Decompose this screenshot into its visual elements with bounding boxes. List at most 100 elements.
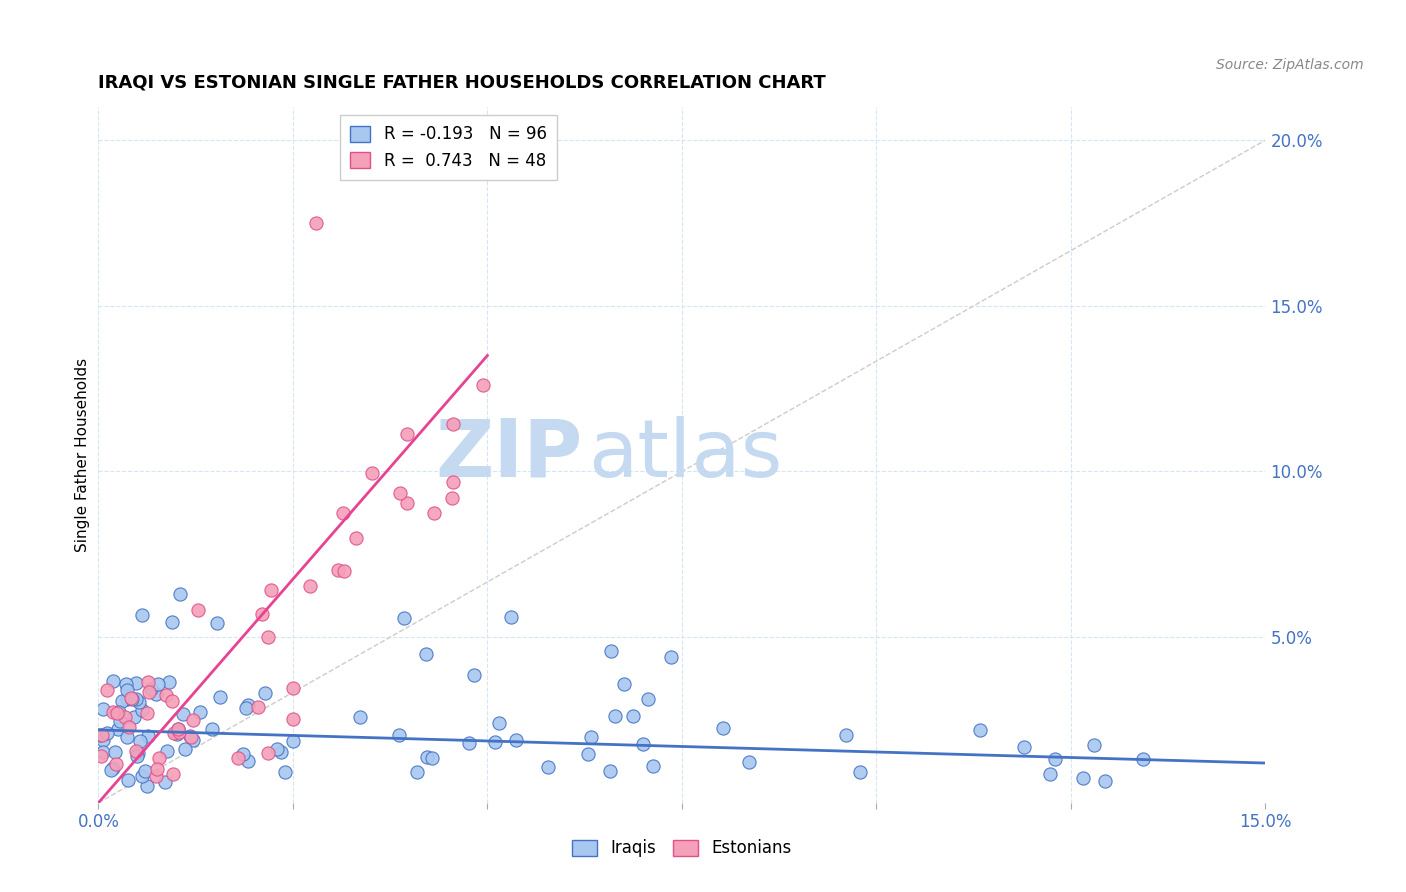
Point — [125, 749, 148, 764]
Point — [125, 676, 148, 690]
Point — [166, 722, 188, 736]
Point — [236, 754, 259, 768]
Point — [422, 506, 444, 520]
Point — [441, 475, 464, 489]
Y-axis label: Single Father Households: Single Father Households — [75, 358, 90, 552]
Point — [1071, 771, 1094, 785]
Point — [389, 486, 412, 500]
Point — [121, 692, 143, 706]
Point — [737, 755, 759, 769]
Point — [115, 692, 138, 706]
Point — [641, 759, 664, 773]
Point — [127, 747, 149, 761]
Point — [114, 676, 136, 690]
Point — [536, 760, 558, 774]
Point — [91, 746, 114, 760]
Point — [129, 734, 152, 748]
Point — [599, 764, 621, 778]
Point — [145, 687, 167, 701]
Point — [128, 694, 150, 708]
Point — [179, 729, 201, 743]
Point — [125, 691, 148, 706]
Point — [603, 709, 626, 723]
Point — [392, 611, 415, 625]
Point — [90, 728, 112, 742]
Point — [621, 709, 644, 723]
Point — [835, 728, 858, 742]
Point — [187, 603, 209, 617]
Point — [125, 743, 148, 757]
Point — [103, 673, 125, 688]
Point — [579, 730, 602, 744]
Point — [1132, 752, 1154, 766]
Point — [114, 710, 136, 724]
Point — [281, 734, 304, 748]
Text: ZIP: ZIP — [436, 416, 582, 494]
Point — [173, 741, 195, 756]
Point — [155, 688, 177, 702]
Point — [1039, 767, 1062, 781]
Point — [396, 426, 419, 441]
Point — [100, 763, 122, 777]
Point — [631, 737, 654, 751]
Point — [969, 723, 991, 737]
Point — [148, 677, 170, 691]
Point — [299, 579, 322, 593]
Point — [167, 722, 190, 736]
Point — [96, 726, 118, 740]
Point — [332, 506, 354, 520]
Point — [281, 681, 304, 695]
Point — [101, 761, 124, 775]
Point — [205, 616, 228, 631]
Point — [181, 732, 204, 747]
Point — [326, 563, 349, 577]
Legend: Iraqis, Estonians: Iraqis, Estonians — [565, 833, 799, 864]
Point — [246, 699, 269, 714]
Point — [208, 690, 231, 705]
Point — [360, 466, 382, 480]
Point — [93, 733, 115, 747]
Point — [169, 725, 191, 739]
Point — [576, 747, 599, 762]
Point — [270, 745, 292, 759]
Point — [236, 698, 259, 712]
Point — [441, 491, 464, 505]
Point — [420, 751, 443, 765]
Point — [256, 631, 278, 645]
Point — [163, 725, 186, 739]
Point — [201, 722, 224, 736]
Point — [471, 378, 494, 392]
Point — [415, 647, 437, 661]
Point — [169, 587, 191, 601]
Point — [344, 531, 367, 545]
Point — [148, 751, 170, 765]
Point — [96, 683, 118, 698]
Point — [226, 750, 249, 764]
Point — [131, 607, 153, 622]
Point — [107, 706, 129, 720]
Point — [111, 694, 134, 708]
Point — [138, 684, 160, 698]
Point — [157, 674, 180, 689]
Point — [162, 767, 184, 781]
Point — [89, 728, 111, 742]
Point — [260, 582, 283, 597]
Text: IRAQI VS ESTONIAN SINGLE FATHER HOUSEHOLDS CORRELATION CHART: IRAQI VS ESTONIAN SINGLE FATHER HOUSEHOL… — [98, 74, 827, 92]
Point — [181, 713, 204, 727]
Point — [108, 714, 131, 729]
Point — [117, 773, 139, 788]
Point — [333, 564, 356, 578]
Point — [463, 668, 485, 682]
Point — [156, 744, 179, 758]
Point — [172, 707, 194, 722]
Point — [274, 764, 297, 779]
Point — [134, 764, 156, 779]
Point — [250, 607, 273, 621]
Point — [136, 729, 159, 743]
Point — [136, 706, 159, 721]
Point — [849, 764, 872, 779]
Point — [115, 683, 138, 698]
Point — [105, 706, 128, 721]
Point — [305, 216, 328, 230]
Point — [107, 722, 129, 736]
